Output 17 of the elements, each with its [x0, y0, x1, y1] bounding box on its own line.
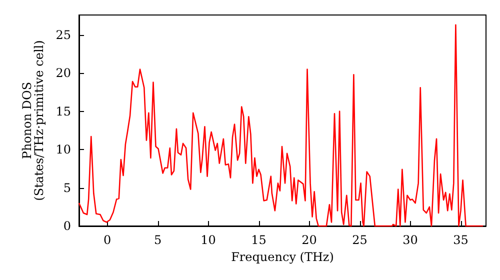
x-axis-title: Frequency (THz): [231, 250, 334, 264]
x-tick-label: 20: [302, 233, 317, 247]
y-tick-label: 10: [56, 142, 71, 157]
x-tick-label: 10: [200, 233, 216, 247]
y-tick-label: 25: [56, 28, 71, 42]
y-tick-label: 0: [63, 219, 71, 233]
y-tick-label: 5: [63, 180, 71, 195]
x-tick-label: 25: [352, 233, 368, 247]
x-tick-label: 0: [103, 233, 112, 247]
y-tick-label: 20: [56, 66, 71, 80]
x-tick-label: 15: [251, 233, 266, 247]
y-axis-title: Phonon DOS (States/THz·primitive cell): [20, 40, 46, 201]
line-series: [78, 24, 484, 227]
x-tick-label: 5: [154, 233, 162, 247]
y-tick-label: 15: [56, 104, 71, 118]
x-tick-label: 35: [453, 233, 468, 247]
x-tick-label: 30: [402, 233, 418, 247]
